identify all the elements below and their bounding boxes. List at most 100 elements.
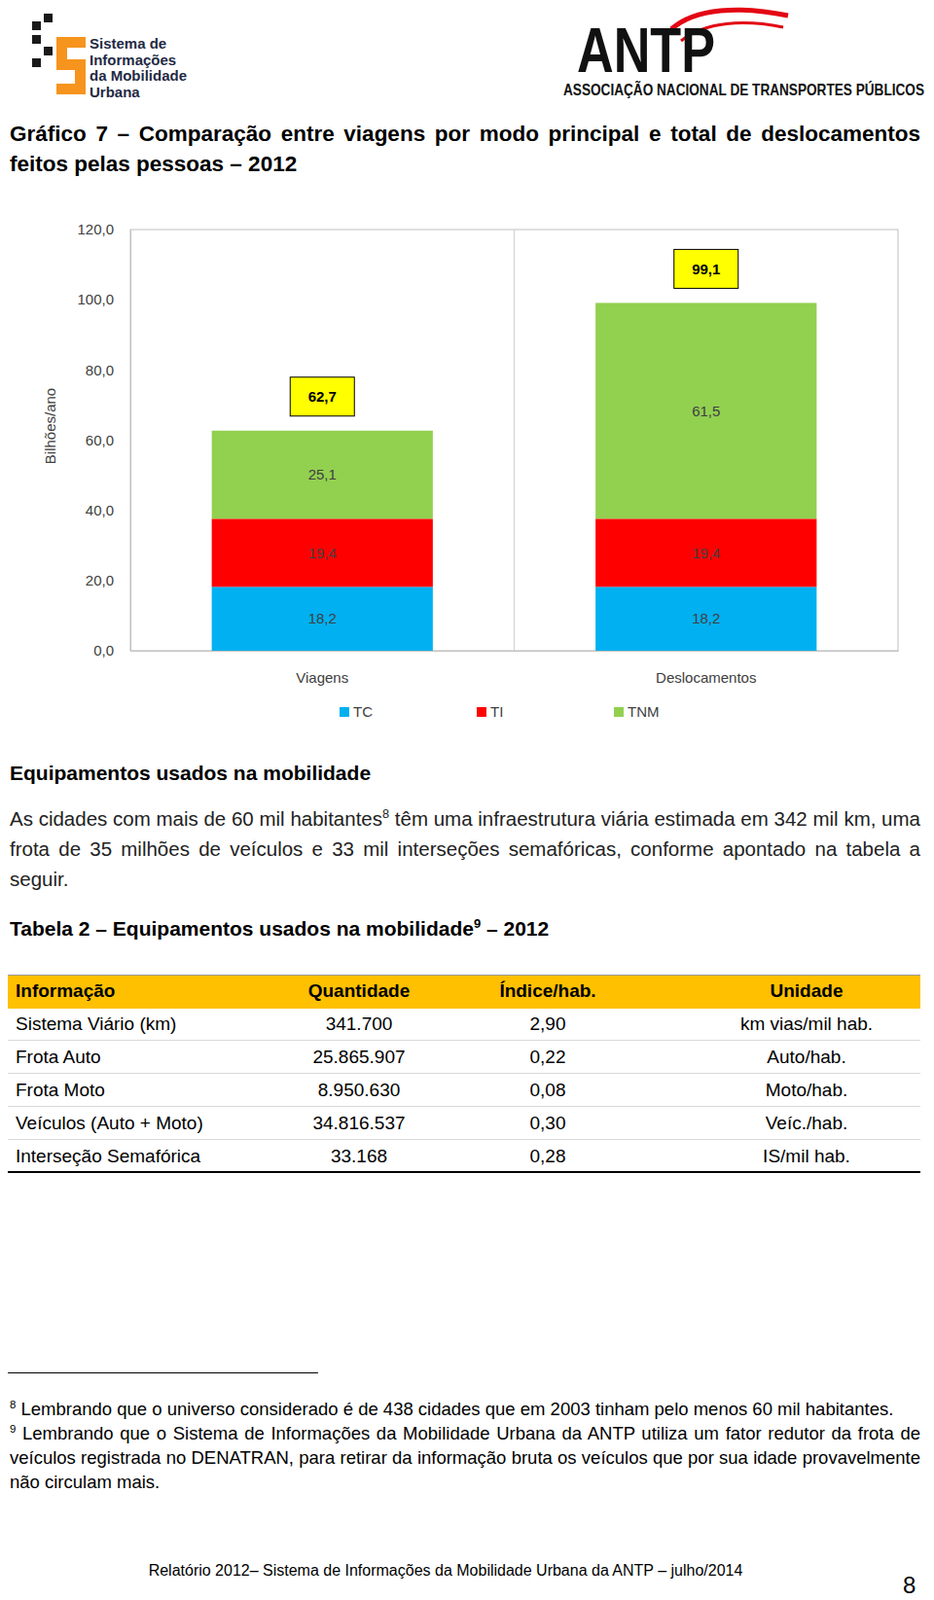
page-graphics: Sistema deInformaçõesda MobilidadeUrbana… bbox=[0, 0, 934, 779]
table-cell: 25.865.907 bbox=[222, 1041, 496, 1075]
logo-square bbox=[32, 21, 41, 31]
table-title-text: – 2012 bbox=[480, 917, 549, 940]
table-cell: 34.816.537 bbox=[222, 1107, 496, 1141]
table-cell: 0,08 bbox=[411, 1074, 684, 1108]
footnote: 8 Lembrando que o universo considerado é… bbox=[9, 1397, 921, 1422]
total-box bbox=[289, 377, 355, 417]
legend-swatch bbox=[476, 707, 487, 718]
space bbox=[15, 1423, 23, 1444]
legend: TCTITNM bbox=[339, 703, 660, 720]
footnote-ref: 9 bbox=[473, 916, 481, 932]
footnote-ref: 8 bbox=[382, 806, 390, 822]
table-bottom-line bbox=[7, 1171, 921, 1174]
x-tick-label: Viagens bbox=[295, 669, 349, 686]
data-label: 19,4 bbox=[308, 544, 337, 562]
table-cell: Moto/hab. bbox=[670, 1074, 934, 1108]
y-tick-label: 40,0 bbox=[85, 502, 114, 519]
logo-text: Informações bbox=[89, 51, 177, 69]
bar bbox=[212, 586, 433, 651]
y-tick-label: 20,0 bbox=[85, 572, 114, 589]
table-cell: Sistema Viário (km) bbox=[15, 1007, 337, 1042]
table-header-cell: Quantidade bbox=[222, 974, 496, 1008]
table-header-cell: Índice/hab. bbox=[411, 974, 684, 1008]
data-label: 18,2 bbox=[691, 610, 720, 627]
total-label: 62,7 bbox=[308, 388, 337, 405]
y-tick: 20,0 bbox=[85, 572, 131, 589]
table-cell: 8.950.630 bbox=[222, 1074, 496, 1108]
footnotes: 8 Lembrando que o universo considerado é… bbox=[9, 1397, 921, 1495]
data-label: 61,5 bbox=[691, 402, 720, 420]
footnote-rule bbox=[7, 1372, 319, 1374]
data-label: 19,4 bbox=[691, 544, 720, 562]
legend-swatch bbox=[613, 707, 624, 718]
footnote-text: Lembrando que o Sistema de Informações d… bbox=[9, 1423, 921, 1493]
table-cell: Veículos (Auto + Moto) bbox=[15, 1107, 337, 1141]
y-tick: 100,0 bbox=[76, 290, 131, 308]
bar bbox=[595, 586, 817, 651]
footnote-ref: 9 bbox=[9, 1423, 16, 1436]
table-title: Tabela 2 – Equipamentos usados na mobili… bbox=[9, 917, 921, 941]
x-tick-label: Deslocamentos bbox=[655, 669, 756, 686]
legend-label: TI bbox=[490, 703, 503, 720]
table-cell: 2,90 bbox=[411, 1007, 684, 1042]
table-header-cell: Informação bbox=[15, 974, 337, 1008]
footnote-ref: 8 bbox=[9, 1399, 16, 1411]
x-axis-line bbox=[131, 650, 899, 652]
table-cell: 0,30 bbox=[411, 1107, 684, 1141]
logo-block bbox=[56, 83, 86, 95]
table-row-line bbox=[7, 1106, 921, 1108]
table-cell: Veíc./hab. bbox=[670, 1107, 934, 1141]
paragraph: As cidades com mais de 60 mil habitantes… bbox=[9, 803, 921, 895]
logo-square bbox=[43, 13, 53, 23]
y-tick-label: 0,0 bbox=[93, 642, 114, 659]
table-cell: 33.168 bbox=[222, 1140, 496, 1174]
y-tick: 120,0 bbox=[76, 220, 131, 238]
table-row-line bbox=[7, 1040, 921, 1042]
y-tick-label: 80,0 bbox=[85, 361, 114, 379]
y-axis-line bbox=[130, 230, 132, 652]
chart: 0,020,040,060,080,0100,0120,0Bilhões/ano… bbox=[41, 220, 899, 720]
logo-text: Sistema de bbox=[89, 35, 167, 52]
table-title-text: Tabela 2 – Equipamentos usados na mobili… bbox=[9, 917, 474, 940]
table-row-line bbox=[7, 1073, 921, 1075]
bar bbox=[212, 518, 433, 587]
section-heading: Equipamentos usados na mobilidade bbox=[9, 761, 921, 786]
y-tick: 60,0 bbox=[85, 431, 131, 449]
logo-square bbox=[32, 58, 41, 68]
y-tick: 40,0 bbox=[85, 502, 131, 519]
total-box bbox=[674, 249, 739, 288]
space bbox=[15, 1399, 21, 1420]
legend-swatch bbox=[339, 707, 350, 718]
table-cell: km vias/mil hab. bbox=[670, 1007, 934, 1042]
plot-frame bbox=[130, 229, 899, 651]
table-cell: Auto/hab. bbox=[670, 1041, 934, 1075]
y-tick-label: 120,0 bbox=[76, 220, 114, 238]
x-axis: Viagens Deslocamentos bbox=[131, 650, 899, 686]
page-number: 8 bbox=[902, 1572, 916, 1600]
chart-title: Gráfico 7 – Comparação entre viagens por… bbox=[9, 118, 921, 180]
x-tick: Viagens bbox=[295, 650, 349, 686]
bars bbox=[212, 302, 818, 651]
table-cell: Interseção Semafórica bbox=[15, 1140, 337, 1174]
table-cell: 0,22 bbox=[411, 1041, 684, 1075]
total-label: 99,1 bbox=[691, 260, 720, 278]
logo-right: ANTPASSOCIAÇÃO NACIONAL DE TRANSPORTES P… bbox=[563, 9, 925, 100]
legend-label: TNM bbox=[627, 703, 660, 720]
logo-title: ANTP bbox=[576, 15, 716, 86]
table-cell: Frota Auto bbox=[15, 1041, 337, 1075]
table-cell: 0,28 bbox=[411, 1140, 684, 1174]
logo-text: Urbana bbox=[89, 83, 141, 101]
table-header-cell: Unidade bbox=[670, 974, 934, 1008]
totals: 62,7 99,1 bbox=[289, 249, 739, 416]
x-tick: Deslocamentos bbox=[655, 650, 756, 686]
y-tick-label: 100,0 bbox=[76, 290, 114, 308]
logo-left: Sistema deInformaçõesda MobilidadeUrbana bbox=[32, 13, 187, 101]
table-cell: IS/mil hab. bbox=[670, 1140, 934, 1174]
data-label: 25,1 bbox=[308, 466, 337, 483]
footnote: 9 Lembrando que o Sistema de Informações… bbox=[9, 1421, 921, 1495]
table-cell: 341.700 bbox=[222, 1007, 496, 1042]
y-axis: 0,0 20,0 40,0 60,0 80,0 100,0 120,0 bbox=[76, 220, 131, 659]
table-cell: Frota Moto bbox=[15, 1074, 337, 1108]
footnote-text: Lembrando que o universo considerado é d… bbox=[21, 1399, 895, 1420]
bar bbox=[595, 518, 817, 587]
